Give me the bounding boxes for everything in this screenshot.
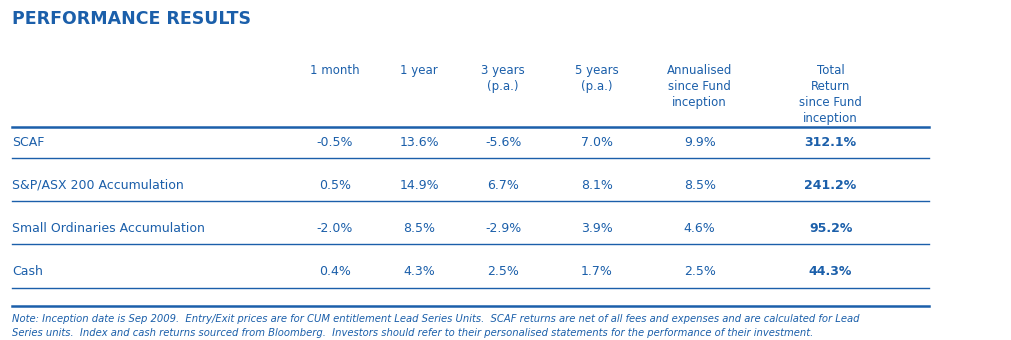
Text: Annualised
since Fund
inception: Annualised since Fund inception (666, 64, 732, 109)
Text: S&P/ASX 200 Accumulation: S&P/ASX 200 Accumulation (12, 179, 184, 192)
Text: 7.0%: 7.0% (580, 136, 612, 149)
Text: 0.5%: 0.5% (318, 179, 351, 192)
Text: 8.1%: 8.1% (580, 179, 612, 192)
Text: Total
Return
since Fund
inception: Total Return since Fund inception (799, 64, 861, 125)
Text: 8.5%: 8.5% (683, 179, 715, 192)
Text: Small Ordinaries Accumulation: Small Ordinaries Accumulation (12, 222, 205, 235)
Text: 4.3%: 4.3% (402, 265, 435, 278)
Text: 0.4%: 0.4% (318, 265, 351, 278)
Text: 3.9%: 3.9% (580, 222, 612, 235)
Text: 241.2%: 241.2% (804, 179, 856, 192)
Text: 8.5%: 8.5% (402, 222, 435, 235)
Text: -2.9%: -2.9% (484, 222, 521, 235)
Text: Cash: Cash (12, 265, 42, 278)
Text: 312.1%: 312.1% (804, 136, 856, 149)
Text: 3 years
(p.a.): 3 years (p.a.) (481, 64, 525, 94)
Text: 4.6%: 4.6% (683, 222, 715, 235)
Text: 5 years
(p.a.): 5 years (p.a.) (574, 64, 618, 94)
Text: 13.6%: 13.6% (398, 136, 439, 149)
Text: 1 year: 1 year (399, 64, 438, 77)
Text: -0.5%: -0.5% (316, 136, 353, 149)
Text: 44.3%: 44.3% (808, 265, 851, 278)
Text: 2.5%: 2.5% (487, 265, 519, 278)
Text: 95.2%: 95.2% (808, 222, 851, 235)
Text: PERFORMANCE RESULTS: PERFORMANCE RESULTS (12, 11, 251, 29)
Text: 1.7%: 1.7% (580, 265, 612, 278)
Text: 1 month: 1 month (309, 64, 359, 77)
Text: -2.0%: -2.0% (316, 222, 353, 235)
Text: 9.9%: 9.9% (683, 136, 715, 149)
Text: SCAF: SCAF (12, 136, 44, 149)
Text: 6.7%: 6.7% (487, 179, 519, 192)
Text: Note: Inception date is Sep 2009.  Entry/Exit prices are for CUM entitlement Lea: Note: Inception date is Sep 2009. Entry/… (12, 314, 858, 338)
Text: 14.9%: 14.9% (398, 179, 439, 192)
Text: -5.6%: -5.6% (484, 136, 521, 149)
Text: 2.5%: 2.5% (683, 265, 715, 278)
